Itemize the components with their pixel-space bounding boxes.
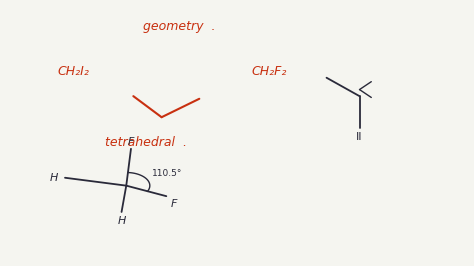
Text: 110.5°: 110.5° — [152, 169, 182, 178]
Text: F: F — [128, 138, 134, 147]
Text: tetrahedral  .: tetrahedral . — [105, 136, 187, 149]
Text: geometry  .: geometry . — [143, 20, 215, 33]
Text: F: F — [171, 199, 177, 209]
Text: II: II — [356, 132, 363, 142]
Text: CH₂F₂: CH₂F₂ — [251, 65, 286, 78]
Text: H: H — [50, 173, 58, 183]
Text: H: H — [118, 216, 126, 226]
Text: CH₂I₂: CH₂I₂ — [58, 65, 90, 78]
